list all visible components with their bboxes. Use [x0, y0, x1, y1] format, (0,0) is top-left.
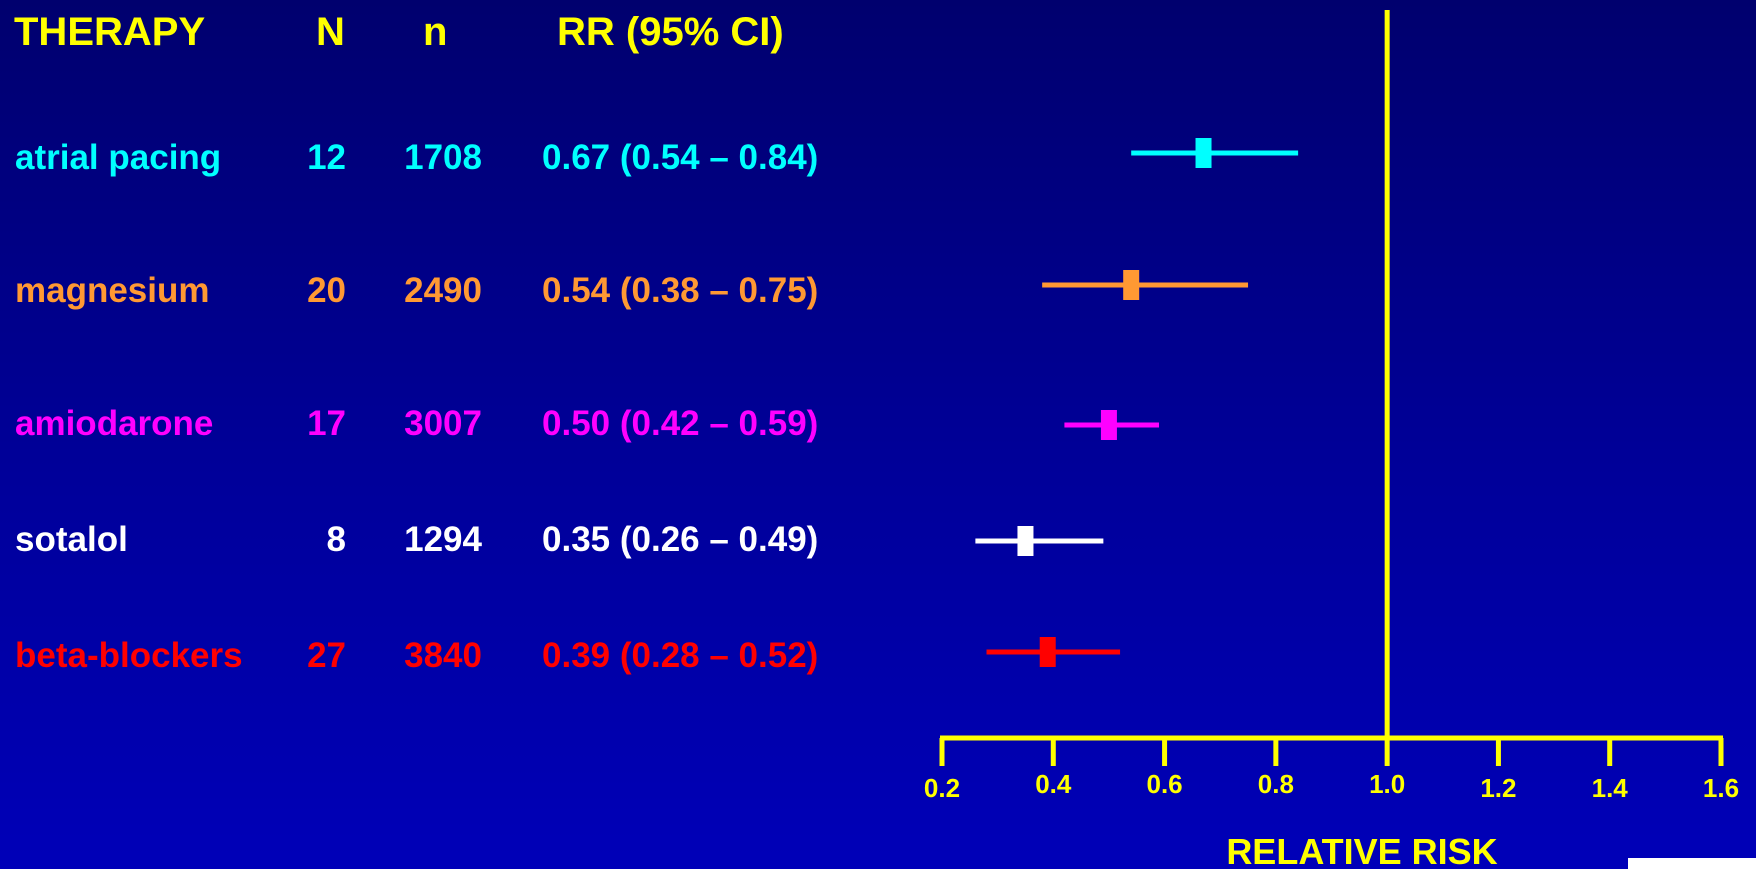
x-tick-label: 1.6	[1703, 773, 1739, 803]
x-tick-label: 1.2	[1480, 773, 1516, 803]
x-tick-label: 0.6	[1146, 769, 1182, 799]
trial-count: 27	[307, 636, 346, 675]
relative-risk-ci: 0.54 (0.38 – 0.75)	[542, 271, 819, 310]
patient-count: 1708	[404, 138, 482, 177]
x-tick-label: 0.2	[924, 773, 960, 803]
trial-count: 8	[326, 520, 346, 559]
relative-risk-ci: 0.67 (0.54 – 0.84)	[542, 138, 819, 177]
therapy-name: atrial pacing	[15, 138, 222, 177]
therapy-name: sotalol	[15, 520, 128, 559]
relative-risk-ci: 0.50 (0.42 – 0.59)	[542, 404, 819, 443]
therapy-name: magnesium	[15, 271, 210, 310]
trial-count: 20	[307, 271, 346, 310]
x-tick-label: 0.8	[1258, 769, 1294, 799]
therapy-name: amiodarone	[15, 404, 214, 443]
point-estimate	[1039, 637, 1056, 667]
header-therapy: THERAPY	[14, 10, 206, 54]
trial-count: 12	[307, 138, 346, 177]
x-axis: 0.2 0.4 0.6 0.8 1.0 1.2 1.4 1.6	[924, 10, 1739, 803]
x-tick-label: 1.4	[1592, 773, 1629, 803]
x-axis-title: RELATIVE RISK	[1226, 831, 1497, 869]
trial-count: 17	[307, 404, 346, 443]
x-tick-label: 1.0	[1369, 769, 1405, 799]
point-estimate	[1123, 270, 1140, 300]
patient-count: 3007	[404, 404, 482, 443]
therapy-name: beta-blockers	[15, 636, 243, 675]
x-tick-label: 0.4	[1035, 769, 1072, 799]
forest-marks	[975, 138, 1299, 667]
header-n: n	[423, 10, 448, 54]
point-estimate	[1017, 526, 1034, 556]
relative-risk-ci: 0.39 (0.28 – 0.52)	[542, 636, 819, 675]
header-N: N	[316, 10, 345, 54]
corner-box	[1628, 858, 1756, 869]
point-estimate	[1100, 410, 1117, 440]
header-rr: RR (95% CI)	[557, 10, 784, 54]
relative-risk-ci: 0.35 (0.26 – 0.49)	[542, 520, 819, 559]
patient-count: 1294	[404, 520, 482, 559]
point-estimate	[1195, 138, 1212, 168]
patient-count: 3840	[404, 636, 482, 675]
patient-count: 2490	[404, 271, 482, 310]
